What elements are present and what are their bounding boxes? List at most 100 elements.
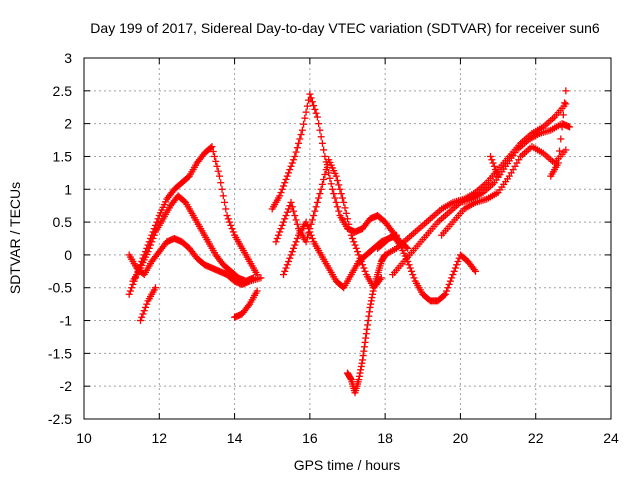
- y-tick-label: -1: [60, 313, 73, 329]
- data-point: [286, 166, 294, 174]
- data-point: [322, 166, 330, 174]
- data-point: [273, 235, 281, 242]
- data-point: [307, 231, 315, 239]
- y-tick-label: 0: [64, 247, 72, 263]
- data-point: [470, 266, 478, 274]
- data-point: [286, 254, 294, 262]
- data-point: [281, 215, 289, 223]
- data-point: [282, 212, 290, 220]
- data-point: [301, 114, 309, 122]
- data-point: [281, 179, 289, 187]
- data-point: [449, 271, 457, 279]
- data-point: [214, 167, 222, 175]
- data-point: [331, 194, 339, 202]
- data-point: [306, 90, 314, 98]
- data-point: [441, 290, 449, 298]
- y-tick-label: 3: [64, 50, 72, 66]
- data-point: [471, 267, 479, 275]
- data-point: [335, 181, 343, 189]
- data-point: [222, 205, 230, 213]
- data-point: [143, 300, 151, 308]
- data-point: [212, 157, 220, 165]
- x-axis-label: GPS time / hours: [294, 457, 401, 473]
- data-point: [216, 172, 224, 180]
- data-point: [280, 182, 288, 190]
- data-point: [317, 185, 325, 193]
- data-point: [303, 221, 311, 229]
- data-point: [489, 159, 497, 167]
- data-point: [320, 175, 328, 183]
- y-tick-label: 0.5: [53, 214, 73, 230]
- data-point: [303, 102, 311, 110]
- data-point: [290, 156, 298, 164]
- y-tick-label: 1: [64, 181, 72, 197]
- data-point: [305, 225, 313, 233]
- data-point: [128, 284, 136, 292]
- data-point: [315, 194, 323, 202]
- data-point: [148, 238, 156, 246]
- data-point: [316, 190, 324, 198]
- data-point: [306, 228, 314, 236]
- data-point: [347, 231, 355, 239]
- data-point: [493, 169, 501, 177]
- data-point: [311, 105, 319, 113]
- data-point: [445, 280, 453, 288]
- data-point: [152, 284, 160, 292]
- data-point: [310, 102, 318, 110]
- data-point: [290, 207, 298, 215]
- data-point: [283, 208, 291, 216]
- data-point: [328, 185, 336, 193]
- data-point: [283, 261, 291, 269]
- data-point: [227, 221, 235, 229]
- data-point: [344, 215, 351, 223]
- data-point: [287, 162, 295, 170]
- x-tick-label: 24: [603, 430, 619, 446]
- chart-title: Day 199 of 2017, Sidereal Day-to-day VTE…: [90, 20, 600, 36]
- data-point: [562, 146, 570, 154]
- data-point: [330, 190, 338, 198]
- data-point: [448, 274, 456, 282]
- data-point: [303, 233, 311, 241]
- data-point: [293, 235, 301, 242]
- y-tick-label: 2.5: [53, 83, 73, 99]
- x-tick-label: 16: [302, 430, 318, 446]
- data-point: [492, 166, 500, 174]
- data-point: [326, 174, 334, 182]
- data-point: [292, 216, 300, 224]
- data-point: [292, 148, 300, 156]
- data-point: [336, 185, 344, 193]
- data-point: [293, 144, 301, 152]
- data-point: [219, 192, 227, 200]
- data-point: [278, 221, 286, 229]
- data-point: [450, 267, 458, 275]
- data-point: [285, 257, 293, 265]
- data-point: [487, 152, 495, 160]
- data-point: [404, 244, 412, 252]
- data-point: [554, 159, 562, 167]
- data-point: [313, 198, 321, 206]
- data-point: [453, 261, 461, 269]
- x-tick-label: 18: [377, 430, 393, 446]
- data-point: [221, 198, 229, 206]
- data-point: [297, 131, 305, 139]
- y-tick-label: -2: [60, 378, 73, 394]
- data-point: [340, 198, 348, 206]
- data-point: [139, 310, 147, 318]
- data-point: [494, 172, 502, 180]
- data-point: [257, 274, 265, 282]
- data-point: [213, 162, 221, 170]
- data-point: [407, 267, 415, 275]
- data-point: [288, 248, 296, 256]
- data-point: [566, 123, 574, 131]
- data-point: [253, 287, 261, 295]
- data-point: [327, 180, 335, 188]
- data-point: [295, 139, 303, 147]
- data-point: [312, 203, 320, 211]
- data-point: [296, 135, 304, 143]
- data-point: [281, 267, 289, 275]
- x-tick-label: 10: [76, 430, 92, 446]
- y-tick-label: 2: [64, 116, 72, 132]
- data-point: [335, 207, 343, 215]
- data-point: [223, 212, 231, 220]
- data-point: [138, 313, 146, 321]
